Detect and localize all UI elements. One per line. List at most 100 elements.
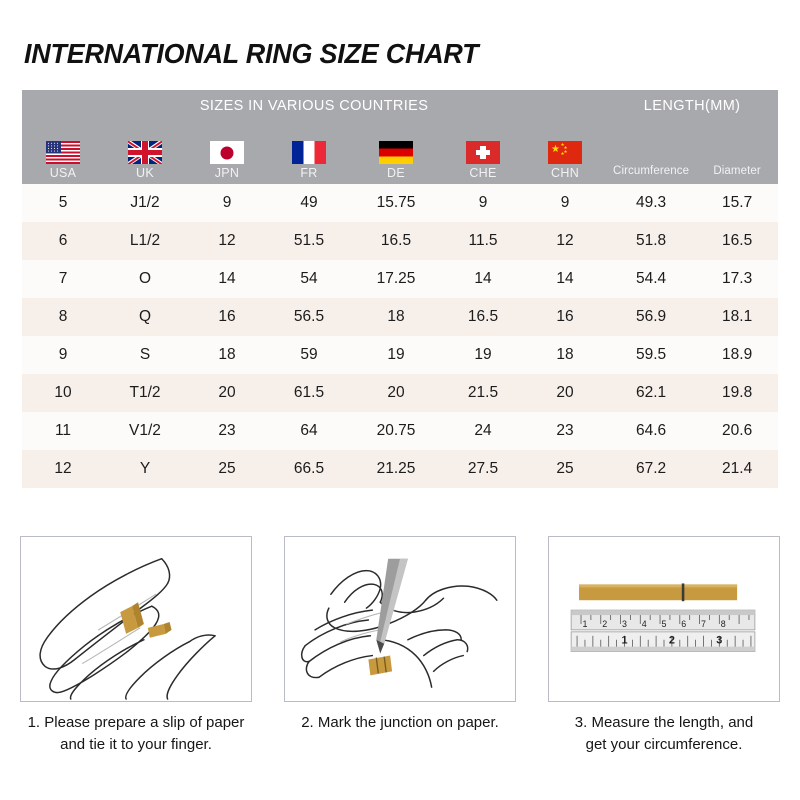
cell-chn: 25: [524, 450, 607, 488]
svg-text:3: 3: [716, 635, 722, 647]
cell-circumference: 67.2: [606, 450, 697, 488]
step-1-caption-line-2: and tie it to your finger.: [60, 736, 212, 753]
column-header-jpn: JPN: [186, 122, 268, 184]
cell-usa: 12: [22, 450, 104, 488]
flag-usa-icon: [46, 141, 80, 164]
cell-chn: 23: [524, 412, 607, 450]
cell-chn: 12: [524, 222, 607, 260]
svg-text:7: 7: [701, 619, 706, 629]
ruler-icon: 1 2 3 4 5 6 7 8 1 2 3: [570, 609, 756, 652]
step-1-caption: 1. Please prepare a slip of paper and ti…: [6, 712, 266, 756]
cell-circumference: 54.4: [606, 260, 697, 298]
column-header-fr: FR: [268, 122, 350, 184]
paper-strip-icon-2: [147, 621, 172, 638]
cell-fr: 59: [268, 336, 350, 374]
column-header-uk: UK: [104, 122, 186, 184]
column-label-de: DE: [387, 166, 405, 180]
ring-size-table: SIZES IN VARIOUS COUNTRIES LENGTH(MM) US…: [22, 90, 779, 488]
column-header-circumference: Circumference: [606, 122, 697, 184]
cell-chn: 18: [524, 336, 607, 374]
cell-de: 19: [350, 336, 442, 374]
page-title: INTERNATIONAL RING SIZE CHART: [24, 38, 479, 69]
cell-usa: 10: [22, 374, 104, 412]
cell-circumference: 51.8: [606, 222, 697, 260]
column-label-fr: FR: [300, 166, 318, 180]
cell-fr: 51.5: [268, 222, 350, 260]
cell-diameter: 18.9: [696, 336, 779, 374]
cell-che: 19: [442, 336, 524, 374]
cell-usa: 8: [22, 298, 104, 336]
cell-chn: 16: [524, 298, 607, 336]
cell-de: 20: [350, 374, 442, 412]
cell-usa: 6: [22, 222, 104, 260]
column-header-usa: USA: [22, 122, 104, 184]
table-group-header-row: SIZES IN VARIOUS COUNTRIES LENGTH(MM): [22, 90, 779, 122]
cell-de: 17.25: [350, 260, 442, 298]
svg-text:8: 8: [721, 619, 726, 629]
cell-fr: 64: [268, 412, 350, 450]
cell-chn: 9: [524, 184, 607, 222]
cell-circumference: 59.5: [606, 336, 697, 374]
cell-uk: S: [104, 336, 186, 374]
table-row: 12 Y 25 66.5 21.25 27.5 25 67.2 21.4: [22, 450, 779, 488]
column-label-che: CHE: [469, 166, 497, 180]
cell-diameter: 17.3: [696, 260, 779, 298]
step-3-caption: 3. Measure the length, and get your circ…: [534, 712, 794, 756]
paper-strip-icon: [120, 602, 144, 634]
cell-de: 15.75: [350, 184, 442, 222]
column-header-diameter: Diameter: [696, 122, 779, 184]
cell-de: 18: [350, 298, 442, 336]
svg-text:6: 6: [681, 619, 686, 629]
step-2-caption-line-1: 2. Mark the junction on paper.: [301, 714, 499, 731]
table-row: 8 Q 16 56.5 18 16.5 16 56.9 18.1: [22, 298, 779, 336]
column-label-jpn: JPN: [214, 166, 240, 180]
cell-uk: J1/2: [104, 184, 186, 222]
cell-diameter: 16.5: [696, 222, 779, 260]
hand-with-paper-strip-illustration: [39, 557, 216, 700]
svg-text:1: 1: [621, 635, 627, 647]
cell-diameter: 19.8: [696, 374, 779, 412]
paper-strip-icon: [368, 655, 393, 676]
step-1-caption-line-1: 1. Please prepare a slip of paper: [27, 714, 245, 731]
cell-uk: O: [104, 260, 186, 298]
cell-circumference: 64.6: [606, 412, 697, 450]
cell-fr: 49: [268, 184, 350, 222]
cell-che: 27.5: [442, 450, 524, 488]
cell-che: 21.5: [442, 374, 524, 412]
cell-fr: 61.5: [268, 374, 350, 412]
cell-che: 16.5: [442, 298, 524, 336]
cell-de: 21.25: [350, 450, 442, 488]
flag-chn-icon: ★ ★ ★ ★ ★: [548, 141, 583, 164]
table-row: 10 T1/2 20 61.5 20 21.5 20 62.1 19.8: [22, 374, 779, 412]
step-2-caption: 2. Mark the junction on paper.: [270, 712, 530, 734]
svg-text:4: 4: [642, 619, 647, 629]
column-label-uk: UK: [136, 166, 154, 180]
cell-diameter: 18.1: [696, 298, 779, 336]
cell-circumference: 62.1: [606, 374, 697, 412]
column-label-circumference: Circumference: [613, 165, 690, 177]
column-label-chn: CHN: [551, 166, 580, 180]
cell-uk: Q: [104, 298, 186, 336]
cell-usa: 9: [22, 336, 104, 374]
cell-circumference: 56.9: [606, 298, 697, 336]
cell-jpn: 25: [186, 450, 268, 488]
cell-uk: V1/2: [104, 412, 186, 450]
column-label-usa: USA: [49, 166, 77, 180]
pen-icon: [376, 558, 408, 654]
cell-fr: 66.5: [268, 450, 350, 488]
cell-uk: L1/2: [104, 222, 186, 260]
step-3-caption-line-1: 3. Measure the length, and: [574, 714, 754, 731]
svg-text:1: 1: [582, 619, 587, 629]
cell-fr: 56.5: [268, 298, 350, 336]
flag-de-icon: [379, 141, 413, 164]
svg-text:3: 3: [622, 619, 627, 629]
cell-jpn: 20: [186, 374, 268, 412]
measured-paper-strip-icon: [579, 583, 738, 602]
column-header-de: DE: [350, 122, 442, 184]
cell-che: 9: [442, 184, 524, 222]
cell-diameter: 20.6: [696, 412, 779, 450]
step-2-illustration-panel: [284, 536, 516, 702]
cell-usa: 5: [22, 184, 104, 222]
group-header-length-mm: LENGTH(MM): [606, 90, 779, 122]
